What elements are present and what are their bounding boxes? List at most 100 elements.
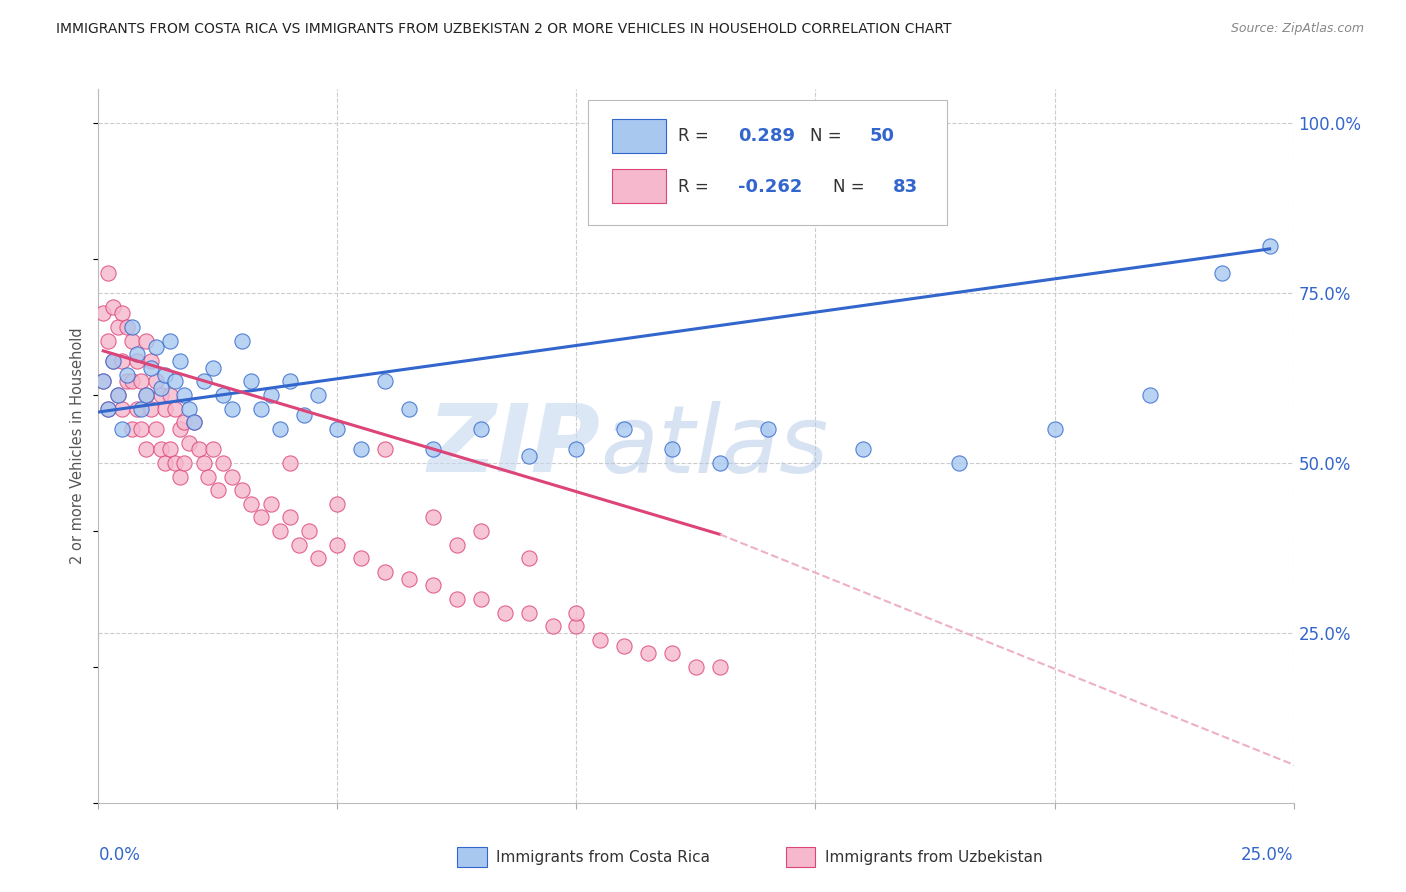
Point [159, 442, 181, 457]
Point [115, 320, 138, 334]
Point [163, 456, 186, 470]
Point [135, 334, 157, 348]
Point [149, 381, 172, 395]
Point [139, 354, 162, 368]
Point [207, 483, 229, 498]
Point [398, 572, 420, 586]
Point [565, 606, 588, 620]
Point [111, 354, 134, 368]
Point [125, 354, 148, 368]
Point [183, 415, 205, 429]
Point [613, 422, 636, 436]
Point [131, 422, 153, 436]
Point [661, 646, 683, 660]
Point [374, 442, 396, 457]
Point [97, 266, 120, 280]
Point [278, 375, 301, 389]
Point [517, 606, 540, 620]
Text: 25.0%: 25.0% [1241, 846, 1294, 863]
Point [446, 591, 468, 606]
Point [187, 442, 209, 457]
Point [179, 401, 201, 416]
Point [589, 632, 612, 647]
Point [661, 442, 683, 457]
Point [709, 456, 731, 470]
Point [307, 551, 329, 566]
Point [709, 660, 731, 674]
Point [231, 334, 253, 348]
Point [183, 415, 205, 429]
Point [155, 401, 177, 416]
Point [517, 551, 540, 566]
Point [159, 388, 181, 402]
FancyBboxPatch shape [457, 847, 486, 867]
Point [269, 524, 291, 538]
Y-axis label: 2 or more Vehicles in Household: 2 or more Vehicles in Household [70, 327, 86, 565]
Point [1043, 422, 1066, 436]
Point [326, 422, 349, 436]
FancyBboxPatch shape [613, 169, 666, 203]
Point [121, 320, 143, 334]
Point [565, 619, 588, 633]
Text: N =: N = [810, 127, 846, 145]
Point [1258, 238, 1281, 252]
Point [91, 375, 114, 389]
Point [240, 375, 263, 389]
Point [107, 320, 129, 334]
Point [422, 578, 444, 592]
Text: IMMIGRANTS FROM COSTA RICA VS IMMIGRANTS FROM UZBEKISTAN 2 OR MORE VEHICLES IN H: IMMIGRANTS FROM COSTA RICA VS IMMIGRANTS… [56, 22, 952, 37]
Point [422, 442, 444, 457]
Point [101, 354, 124, 368]
Point [307, 388, 329, 402]
Point [131, 401, 153, 416]
Point [101, 354, 124, 368]
Point [107, 388, 129, 402]
Point [374, 375, 396, 389]
Text: 0.289: 0.289 [738, 127, 794, 145]
Point [115, 375, 138, 389]
Point [163, 401, 186, 416]
Point [637, 646, 659, 660]
Point [91, 375, 114, 389]
Point [91, 306, 114, 320]
Point [202, 442, 225, 457]
Point [121, 375, 143, 389]
Point [169, 354, 191, 368]
Point [97, 334, 120, 348]
Point [125, 347, 148, 361]
Point [159, 334, 181, 348]
Text: atlas: atlas [600, 401, 828, 491]
Point [101, 300, 124, 314]
Point [398, 401, 420, 416]
Point [169, 469, 191, 483]
Point [494, 606, 516, 620]
Point [139, 360, 162, 375]
Point [948, 456, 970, 470]
Point [193, 375, 215, 389]
Point [326, 497, 349, 511]
Point [179, 435, 201, 450]
Point [197, 469, 219, 483]
Point [193, 456, 215, 470]
Point [231, 483, 253, 498]
Point [1211, 266, 1233, 280]
Point [155, 368, 177, 382]
Point [1139, 388, 1161, 402]
Point [350, 551, 373, 566]
Point [422, 510, 444, 524]
Point [111, 306, 134, 320]
Point [149, 388, 172, 402]
Point [97, 401, 120, 416]
Point [292, 409, 315, 423]
Point [211, 388, 233, 402]
Point [374, 565, 396, 579]
Point [121, 422, 143, 436]
Point [121, 334, 143, 348]
Text: N =: N = [834, 178, 870, 196]
Point [107, 388, 129, 402]
Point [111, 401, 134, 416]
Text: -0.262: -0.262 [738, 178, 803, 196]
Point [163, 375, 186, 389]
Point [565, 442, 588, 457]
Point [173, 388, 195, 402]
